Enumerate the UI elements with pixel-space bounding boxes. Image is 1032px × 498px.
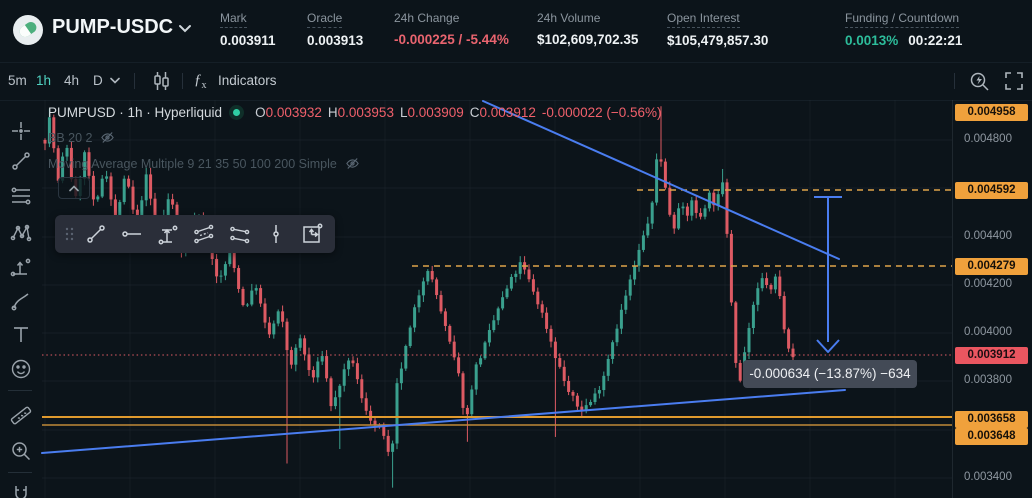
price-axis-label: 0.003648 bbox=[955, 427, 1028, 445]
stat-value: 0.003911 bbox=[220, 33, 276, 48]
timeframe-5m[interactable]: 5m bbox=[8, 73, 27, 88]
indicator-row-ma-multiple[interactable]: Moving Average Multiple 9 21 35 50 100 2… bbox=[48, 156, 360, 171]
stat-label: 24h Volume bbox=[537, 11, 601, 25]
brush-tool-icon[interactable] bbox=[9, 289, 33, 313]
stat-label: Funding / Countdown bbox=[845, 11, 960, 28]
fib-retracement-tool-icon[interactable] bbox=[9, 184, 33, 208]
stat-label: Oracle bbox=[307, 11, 343, 28]
eye-off-icon[interactable] bbox=[100, 130, 115, 145]
measurement-label[interactable]: -0.000634 (−13.87%) −634 bbox=[743, 360, 917, 388]
timeframe-1d[interactable]: D bbox=[93, 73, 103, 88]
zoom-in-tool-icon[interactable] bbox=[9, 439, 33, 463]
timeframe-4h[interactable]: 4h bbox=[64, 73, 80, 88]
projection-tool-icon[interactable] bbox=[9, 255, 33, 279]
disjoint-channel-tool-icon[interactable] bbox=[223, 219, 257, 249]
price-axis-label: 0.003658 bbox=[955, 410, 1028, 428]
toolbar-divider bbox=[182, 73, 183, 89]
sidebar-divider bbox=[8, 472, 32, 473]
eye-off-icon[interactable] bbox=[345, 156, 360, 171]
stat-mark: Mark 0.003911 bbox=[220, 9, 276, 48]
indicators-button[interactable]: Indicators bbox=[218, 73, 277, 88]
trend-line-sidebar-icon[interactable] bbox=[9, 149, 33, 173]
drawing-toolbar bbox=[55, 215, 335, 253]
stat-label: Open Interest bbox=[667, 11, 740, 28]
quick-search-icon[interactable] bbox=[968, 70, 990, 92]
text-tool-icon[interactable] bbox=[9, 323, 33, 347]
timeframe-1h[interactable]: 1h bbox=[36, 73, 52, 88]
toolbar-divider bbox=[134, 73, 135, 89]
xabcd-pattern-tool-icon[interactable] bbox=[9, 221, 33, 245]
chart-legend: PUMPUSD · 1h · Hyperliquid O0.003932 H0.0… bbox=[48, 105, 662, 120]
price-axis-label: 0.003800 bbox=[964, 374, 1012, 386]
stat-24h-volume: 24h Volume $102,609,702.35 bbox=[537, 9, 638, 47]
sidebar-divider bbox=[8, 390, 32, 391]
stat-value: -0.000225 / -5.44% bbox=[394, 32, 509, 47]
market-status-dot bbox=[229, 105, 245, 120]
price-axis-label: 0.004592 bbox=[955, 181, 1028, 199]
fx-icon[interactable]: ƒx bbox=[194, 72, 207, 91]
stat-value: 0.003913 bbox=[307, 33, 364, 48]
magnet-tool-icon[interactable] bbox=[9, 482, 33, 498]
price-axis-label: 0.003912 bbox=[955, 346, 1028, 364]
stat-oracle: Oracle 0.003913 bbox=[307, 9, 363, 48]
emoji-tool-icon[interactable] bbox=[9, 357, 33, 381]
stat-funding-countdown: Funding / Countdown 0.0013% 00:22:21 bbox=[845, 9, 962, 48]
price-axis-label: 0.003400 bbox=[964, 471, 1012, 483]
symbol-chevron-down-icon[interactable] bbox=[178, 24, 192, 34]
symbol-title[interactable]: PUMP-USDC bbox=[52, 16, 174, 38]
price-axis-label: 0.004400 bbox=[964, 230, 1012, 242]
trend-line-tool-icon[interactable] bbox=[79, 219, 113, 249]
chart-toolbar: 5m 1h 4h D ƒx Indicators bbox=[0, 62, 1032, 101]
vertical-line-tool-icon[interactable] bbox=[259, 219, 293, 249]
price-range-tool-icon[interactable] bbox=[151, 219, 185, 249]
market-header: PUMP-USDC Mark 0.003911 Oracle 0.003913 … bbox=[0, 0, 1032, 63]
indicator-row-bb[interactable]: BB 20 2 bbox=[48, 130, 115, 145]
chart-area: PUMPUSD · 1h · Hyperliquid O0.003932 H0.0… bbox=[0, 100, 1032, 498]
bar-change: -0.000022 (−0.56%) bbox=[541, 105, 662, 120]
price-axis[interactable]: 0.004958 0.004800 0.004592 0.004400 0.004279… bbox=[952, 100, 1032, 498]
ohlc-readout: O0.003932 H0.003953 L0.003909 C0.003912 -0.0… bbox=[255, 105, 662, 120]
horizontal-ray-tool-icon[interactable] bbox=[115, 219, 149, 249]
stat-label: 24h Change bbox=[394, 11, 460, 25]
price-axis-label: 0.004958 bbox=[955, 103, 1028, 121]
toolbar-divider bbox=[954, 73, 955, 89]
price-axis-label: 0.004279 bbox=[955, 257, 1028, 275]
stat-24h-change: 24h Change -0.000225 / -5.44% bbox=[394, 9, 509, 47]
price-axis-label: 0.004200 bbox=[964, 278, 1012, 290]
stat-value: $102,609,702.35 bbox=[537, 32, 639, 47]
parallel-channel-tool-icon[interactable] bbox=[187, 219, 221, 249]
coin-logo-icon bbox=[13, 15, 43, 45]
timeframe-chevron-down-icon[interactable] bbox=[110, 77, 120, 85]
toolbar-drag-handle[interactable] bbox=[61, 219, 77, 249]
legend-collapse-button[interactable] bbox=[58, 177, 90, 199]
stat-value: $105,479,857.30 bbox=[667, 33, 769, 48]
measure-ruler-tool-icon[interactable] bbox=[9, 403, 33, 427]
stat-label: Mark bbox=[220, 11, 247, 28]
date-price-range-tool-icon[interactable] bbox=[295, 219, 329, 249]
stat-open-interest: Open Interest $105,479,857.30 bbox=[667, 9, 768, 48]
chart-type-candles-icon[interactable] bbox=[150, 70, 172, 92]
price-axis-label: 0.004800 bbox=[964, 133, 1012, 145]
legend-title[interactable]: PUMPUSD · 1h · Hyperliquid bbox=[48, 105, 223, 120]
funding-rate: 0.0013% bbox=[845, 33, 899, 48]
price-axis-label: 0.004000 bbox=[964, 326, 1012, 338]
funding-countdown: 00:22:21 bbox=[908, 33, 963, 48]
fullscreen-icon[interactable] bbox=[1003, 70, 1025, 92]
crosshair-tool-icon[interactable] bbox=[9, 119, 33, 143]
